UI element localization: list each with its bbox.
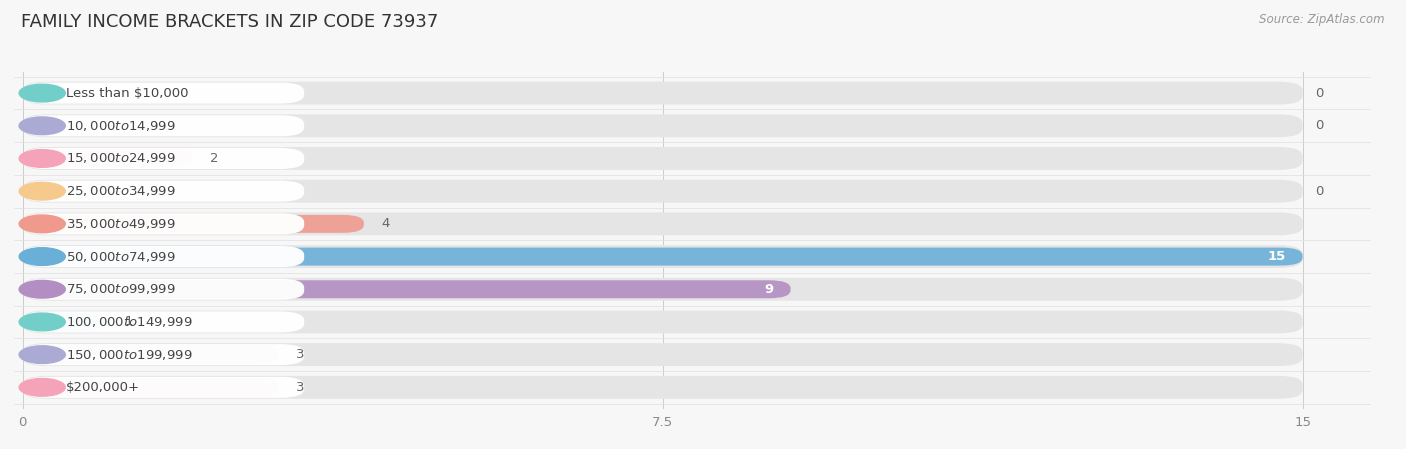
Text: $200,000+: $200,000+ [66,381,141,394]
Circle shape [20,150,65,167]
FancyBboxPatch shape [22,312,304,332]
Circle shape [20,84,65,102]
FancyBboxPatch shape [22,344,304,365]
FancyBboxPatch shape [22,115,304,136]
FancyBboxPatch shape [22,313,108,331]
Text: $150,000 to $199,999: $150,000 to $199,999 [66,348,193,361]
FancyBboxPatch shape [22,343,1302,366]
Text: 0: 0 [1316,119,1324,132]
FancyBboxPatch shape [22,212,1302,235]
Text: 3: 3 [295,348,304,361]
Circle shape [20,281,65,298]
FancyBboxPatch shape [22,245,1302,268]
Text: 3: 3 [295,381,304,394]
FancyBboxPatch shape [22,215,364,233]
Text: Source: ZipAtlas.com: Source: ZipAtlas.com [1260,13,1385,26]
FancyBboxPatch shape [22,247,1302,265]
Text: $35,000 to $49,999: $35,000 to $49,999 [66,217,176,231]
Circle shape [20,313,65,331]
FancyBboxPatch shape [22,280,790,298]
FancyBboxPatch shape [22,147,1302,170]
FancyBboxPatch shape [22,376,1302,399]
FancyBboxPatch shape [22,180,304,202]
Text: 4: 4 [381,217,389,230]
Circle shape [20,117,65,135]
Text: $50,000 to $74,999: $50,000 to $74,999 [66,250,176,264]
FancyBboxPatch shape [22,213,304,234]
Text: $75,000 to $99,999: $75,000 to $99,999 [66,282,176,296]
FancyBboxPatch shape [22,379,278,396]
FancyBboxPatch shape [22,83,304,104]
Text: 0: 0 [1316,87,1324,100]
Text: 0: 0 [1316,185,1324,198]
FancyBboxPatch shape [22,346,278,364]
Circle shape [20,346,65,364]
Text: 1: 1 [125,316,134,329]
Text: $10,000 to $14,999: $10,000 to $14,999 [66,119,176,133]
Text: Less than $10,000: Less than $10,000 [66,87,188,100]
FancyBboxPatch shape [22,148,304,169]
Circle shape [20,215,65,233]
Circle shape [20,379,65,396]
Text: $100,000 to $149,999: $100,000 to $149,999 [66,315,193,329]
FancyBboxPatch shape [22,311,1302,334]
Text: FAMILY INCOME BRACKETS IN ZIP CODE 73937: FAMILY INCOME BRACKETS IN ZIP CODE 73937 [21,13,439,31]
Circle shape [20,248,65,265]
FancyBboxPatch shape [22,279,304,300]
Text: $25,000 to $34,999: $25,000 to $34,999 [66,184,176,198]
Text: 9: 9 [765,283,773,296]
FancyBboxPatch shape [22,377,304,398]
Text: 2: 2 [211,152,219,165]
FancyBboxPatch shape [22,114,1302,137]
FancyBboxPatch shape [22,180,1302,202]
Text: 15: 15 [1267,250,1285,263]
FancyBboxPatch shape [22,278,1302,301]
FancyBboxPatch shape [22,150,193,167]
Circle shape [20,182,65,200]
FancyBboxPatch shape [22,82,1302,105]
FancyBboxPatch shape [22,246,304,267]
Text: $15,000 to $24,999: $15,000 to $24,999 [66,151,176,166]
